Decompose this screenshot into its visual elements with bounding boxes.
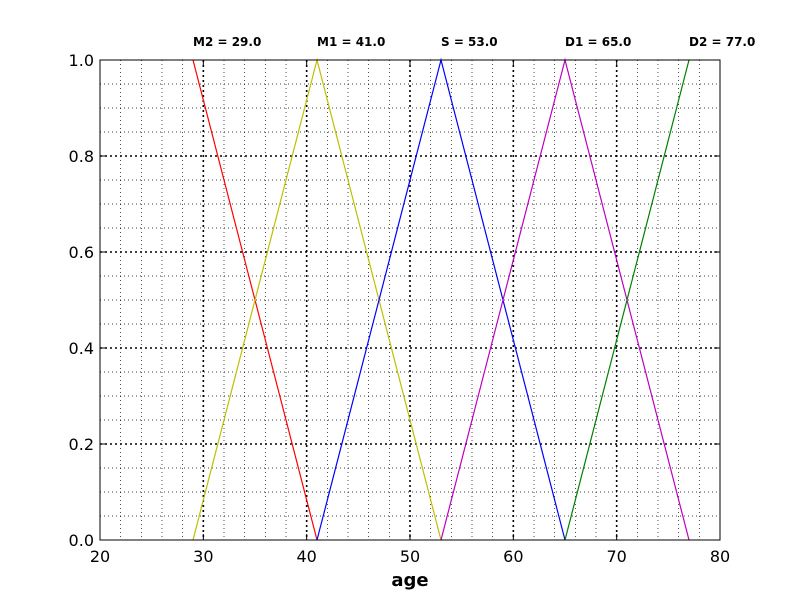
- x-tick-labels: 20 30 40 50 60 70 80: [90, 547, 730, 566]
- peak-label: D2 = 77.0: [689, 35, 755, 49]
- x-tick-label: 30: [193, 547, 213, 566]
- x-tick-label: 40: [296, 547, 316, 566]
- y-tick-labels: 0.0 0.2 0.4 0.6 0.8 1.0: [69, 51, 94, 550]
- y-tick-label: 1.0: [69, 51, 94, 70]
- x-tick-label: 70: [606, 547, 626, 566]
- x-axis-title: age: [391, 570, 428, 591]
- x-tick-label: 80: [710, 547, 730, 566]
- series-line-5: [564, 59, 690, 541]
- ticks-layer: [99, 59, 721, 541]
- x-tick-label: 20: [90, 547, 110, 566]
- y-tick-label: 0.0: [69, 531, 94, 550]
- x-tick-label: 60: [503, 547, 523, 566]
- peak-label: S = 53.0: [441, 35, 498, 49]
- y-tick-label: 0.4: [69, 339, 94, 358]
- y-tick-label: 0.8: [69, 147, 94, 166]
- peak-label: M1 = 41.0: [317, 35, 385, 49]
- y-tick-label: 0.2: [69, 435, 94, 454]
- x-tick-label: 50: [400, 547, 420, 566]
- major-grid: [100, 60, 720, 540]
- peak-label: M2 = 29.0: [193, 35, 261, 49]
- annotation-layer: M2 = 29.0 M1 = 41.0 S = 53.0 D1 = 65.0 D2 = …: [193, 35, 755, 49]
- y-tick-label: 0.6: [69, 243, 94, 262]
- peak-label: D1 = 65.0: [565, 35, 631, 49]
